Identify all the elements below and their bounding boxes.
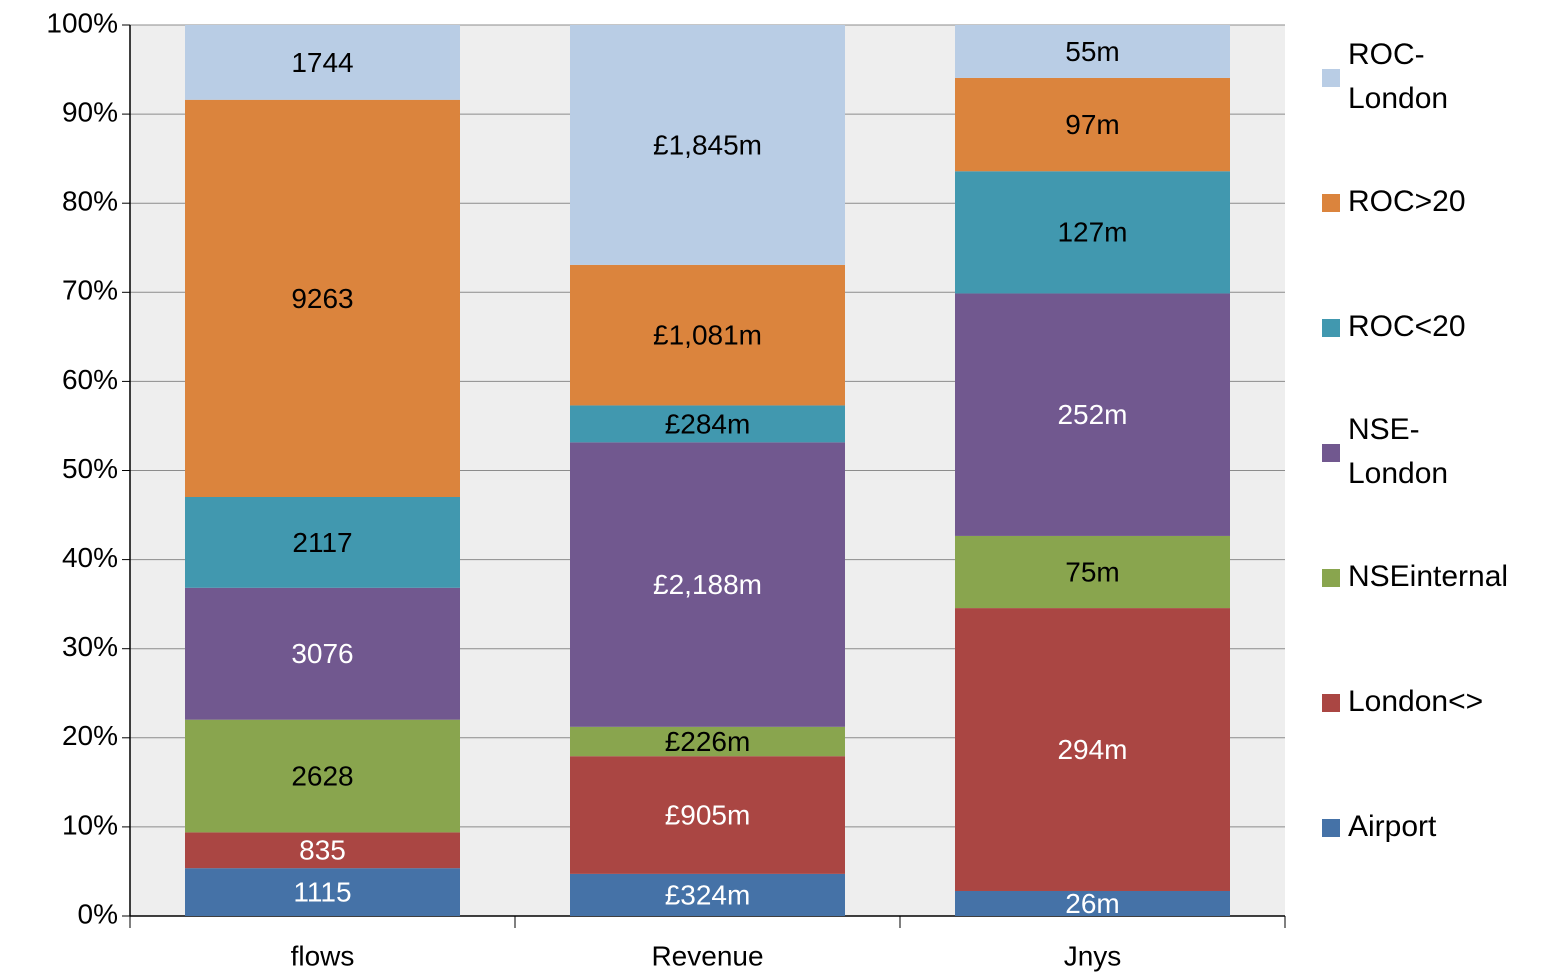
data-label: 9263 — [291, 283, 353, 314]
y-tick-label: 0% — [78, 898, 118, 929]
legend-text: NSEinternal — [1348, 560, 1508, 593]
y-tick-label: 90% — [62, 96, 118, 127]
data-label: £905m — [665, 799, 751, 830]
data-label: £284m — [665, 408, 751, 439]
bar-segment — [570, 726, 845, 757]
data-label: 55m — [1065, 36, 1119, 67]
data-label: £324m — [665, 879, 751, 910]
legend-swatch — [1322, 444, 1340, 462]
y-tick-label: 40% — [62, 542, 118, 573]
legend-swatch — [1322, 194, 1340, 212]
data-label: £2,188m — [653, 569, 762, 600]
bar-segment — [570, 442, 845, 727]
bar-segment — [185, 99, 460, 498]
legend-text: ROC>20 — [1348, 185, 1466, 218]
legend-text: London<> — [1348, 685, 1483, 718]
data-label: 2117 — [292, 527, 352, 558]
legend-text: Airport — [1348, 810, 1437, 843]
data-label: £1,845m — [653, 129, 762, 160]
bar-segment — [955, 608, 1230, 891]
bar-segment — [185, 497, 460, 588]
data-label: £226m — [665, 726, 751, 757]
bar-segment — [955, 77, 1230, 172]
data-label: 2628 — [291, 760, 353, 791]
legend-text: ROC<20 — [1348, 310, 1466, 343]
bar-segment — [185, 587, 460, 720]
y-tick-label: 50% — [62, 453, 118, 484]
data-label: 3076 — [291, 638, 353, 669]
bar-segment — [955, 171, 1230, 294]
y-tick-label: 70% — [62, 275, 118, 306]
y-tick-label: 80% — [62, 186, 118, 217]
legend-swatch — [1322, 319, 1340, 337]
bar-segment — [570, 756, 845, 874]
bar-segment — [570, 264, 845, 406]
x-tick-label: flows — [291, 940, 355, 971]
data-label: 1115 — [293, 876, 351, 907]
legend-text: ROC-London — [1348, 38, 1448, 115]
bar-segment — [955, 535, 1230, 609]
bar-segment — [185, 868, 460, 916]
x-tick-label: Revenue — [651, 940, 763, 971]
y-tick-label: 10% — [62, 809, 118, 840]
y-tick-label: 20% — [62, 720, 118, 751]
bar-segment — [185, 832, 460, 869]
y-tick-label: 100% — [46, 7, 118, 38]
bar-segment — [955, 890, 1230, 916]
data-label: 127m — [1057, 217, 1127, 248]
legend-text: NSE-London — [1348, 413, 1448, 490]
legend-swatch — [1322, 819, 1340, 837]
data-label: £1,081m — [653, 320, 762, 351]
bar-segment — [185, 719, 460, 833]
data-label: 75m — [1065, 556, 1119, 587]
legend-swatch — [1322, 694, 1340, 712]
y-tick-label: 30% — [62, 631, 118, 662]
x-tick-label: Jnys — [1064, 940, 1122, 971]
y-tick-label: 60% — [62, 364, 118, 395]
legend-swatch — [1322, 569, 1340, 587]
data-label: 252m — [1057, 399, 1127, 430]
legend-swatch — [1322, 69, 1340, 87]
bar-segment — [570, 25, 845, 265]
data-label: 97m — [1065, 109, 1119, 140]
data-label: 1744 — [291, 47, 353, 78]
bar-segment — [955, 293, 1230, 536]
bar-segment — [185, 25, 460, 100]
bar-segment — [570, 405, 845, 443]
data-label: 26m — [1065, 888, 1119, 919]
bar-segment — [955, 25, 1230, 78]
data-label: 835 — [299, 835, 346, 866]
data-label: 294m — [1057, 734, 1127, 765]
bar-segment — [570, 873, 845, 916]
